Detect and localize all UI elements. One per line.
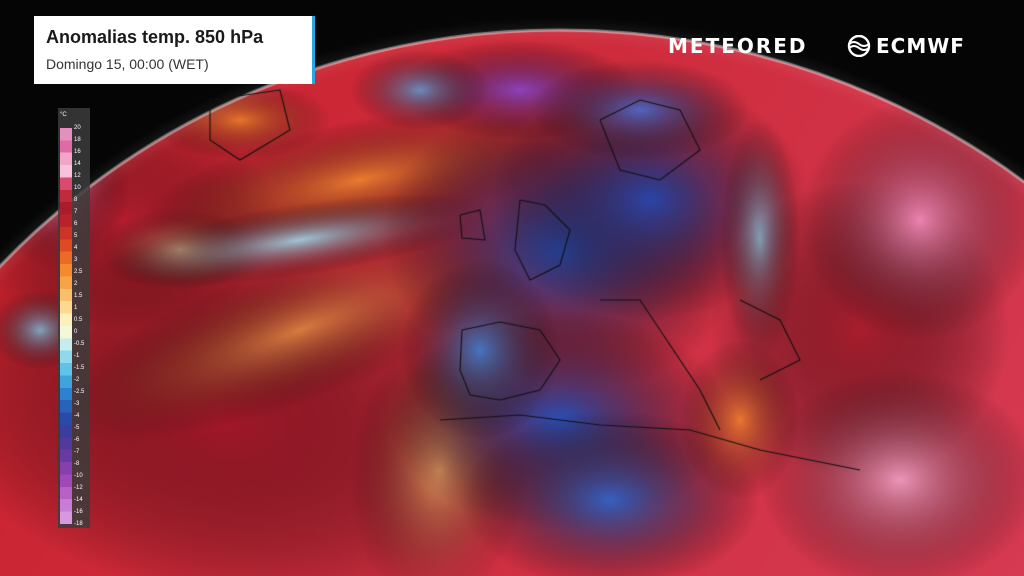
legend-tick-label: 14 (74, 161, 81, 167)
legend-tick-label: 20 (74, 125, 81, 131)
ecmwf-logo: ECMWF (846, 34, 965, 58)
ecmwf-wordmark: ECMWF (876, 34, 965, 58)
legend-tick-label: 6 (74, 221, 78, 227)
legend-tick-label: -1.5 (74, 365, 85, 371)
legend-tick-label: 0.5 (74, 317, 83, 323)
legend-unit: °C (60, 112, 67, 118)
legend-tick-label: 3 (74, 257, 78, 263)
legend-tick-label: -16 (74, 509, 83, 515)
legend-tick-label: -3 (74, 401, 80, 407)
legend-tick-label: 5 (74, 233, 78, 239)
legend-tick-label: -14 (74, 497, 83, 503)
legend-tick-label: 10 (74, 185, 81, 191)
legend-tick-label: 0 (74, 329, 78, 335)
legend-tick-label: 12 (74, 173, 81, 179)
legend-tick-label: 2.5 (74, 269, 83, 275)
legend-tick-label: 16 (74, 149, 81, 155)
map-title: Anomalias temp. 850 hPa (46, 27, 264, 47)
legend-tick-label: -2.5 (74, 389, 85, 395)
legend-tick-label: -2 (74, 377, 80, 383)
legend-tick-label: -7 (74, 449, 80, 455)
legend-tick-label: 2 (74, 281, 78, 287)
legend-tick-label: -4 (74, 413, 80, 419)
legend-tick-label: -8 (74, 461, 80, 467)
legend-tick-label: -6 (74, 437, 80, 443)
color-legend: °C 20 18 16 14 12 10 8 7 6 5 4 3 2.5 2 1.5 1 0.5 0 -0.5 -1 -… (58, 108, 90, 528)
legend-tick-label: 18 (74, 137, 81, 143)
legend-tick-label: -18 (74, 521, 83, 527)
legend-tick-label: -12 (74, 485, 83, 491)
legend-color-bar (60, 128, 72, 524)
map-subtitle: Domingo 15, 00:00 (WET) (46, 56, 209, 72)
legend-tick-label: -10 (74, 473, 83, 479)
legend-tick-label: -0.5 (74, 341, 85, 347)
legend-tick-label: -1 (74, 353, 80, 359)
legend-tick-label: 1.5 (74, 293, 83, 299)
legend-tick-label: 7 (74, 209, 78, 215)
legend-tick-label: 1 (74, 305, 78, 311)
ecmwf-wave-logo-icon (847, 35, 871, 57)
legend-tick-label: 8 (74, 197, 78, 203)
meteored-logo: METEORED (668, 34, 808, 58)
legend-tick-label: -5 (74, 425, 80, 431)
legend-tick-label: 4 (74, 245, 78, 251)
title-box: Anomalias temp. 850 hPa Domingo 15, 00:0… (34, 16, 315, 84)
